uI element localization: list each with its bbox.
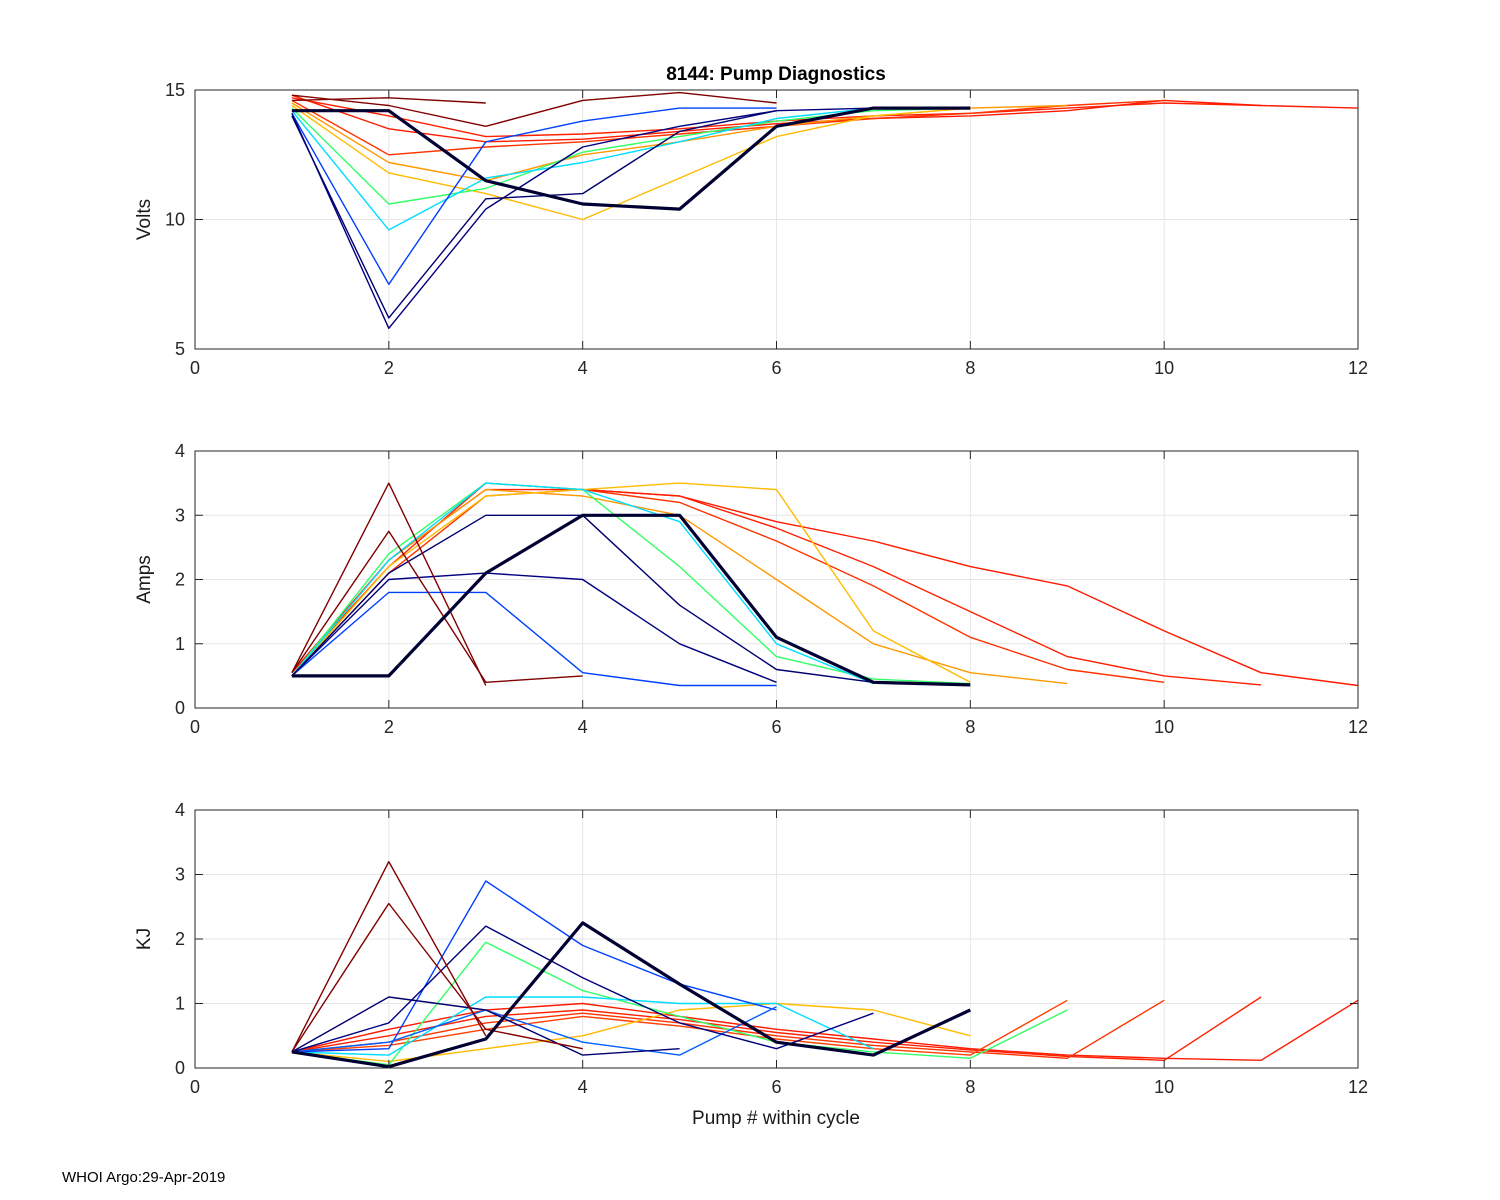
series-line-blue-6 [291, 107, 777, 285]
y-tick-label: 3 [175, 865, 185, 885]
x-tick-label: 0 [190, 358, 200, 378]
y-tick-label: 2 [175, 929, 185, 949]
series-line-highlight [291, 106, 971, 211]
figure-title: 8144: Pump Diagnostics [666, 64, 886, 85]
x-tick-label: 12 [1348, 717, 1368, 737]
series-line-red-9 [291, 999, 1068, 1056]
x-tick-label: 6 [771, 717, 781, 737]
pump-diagnostics-figure: 8144: Pump Diagnostics 0 2 4 6 8 10 1251015Vol… [134, 64, 1368, 1129]
series-line-green-9 [291, 941, 1068, 1066]
x-tick-label: 10 [1154, 717, 1174, 737]
x-tick-label: 10 [1154, 358, 1174, 378]
x-tick-label: 8 [965, 1077, 975, 1097]
y-axis-label: Volts [134, 199, 155, 240]
y-tick-label: 15 [165, 80, 185, 100]
series-line-darkred-3 [291, 860, 487, 1053]
series-line-blue-6 [291, 591, 777, 687]
y-tick-label: 3 [175, 505, 185, 525]
x-axis-label: Pump # within cycle [692, 1108, 860, 1129]
x-tick-label: 2 [384, 717, 394, 737]
x-tick-label: 2 [384, 358, 394, 378]
x-tick-label: 8 [965, 717, 975, 737]
series-line-red-11 [291, 482, 1262, 686]
series-line-navy-4 [291, 110, 777, 319]
series-line-navy-5 [291, 996, 680, 1056]
series-line-red-12 [291, 999, 1359, 1062]
series-line-blue-6 [291, 880, 777, 1053]
y-tick-label: 5 [175, 339, 185, 359]
y-tick-label: 10 [165, 210, 185, 230]
x-tick-label: 4 [578, 717, 588, 737]
y-axis-label: KJ [134, 928, 155, 950]
footer-stamp: WHOI Argo:29-Apr-2019 [62, 1169, 226, 1186]
x-tick-label: 4 [578, 1077, 588, 1097]
y-tick-label: 4 [175, 441, 185, 461]
series-line-darkred-6 [291, 91, 777, 128]
series-line-darkred-4 [291, 530, 583, 683]
x-tick-label: 4 [578, 358, 588, 378]
y-tick-label: 0 [175, 1058, 185, 1078]
series-line-cyan-7 [291, 482, 874, 685]
y-tick-label: 1 [175, 634, 185, 654]
y-tick-label: 0 [175, 698, 185, 718]
volts-panel: 0 2 4 6 8 10 12 5 10 15 Volts [134, 80, 1368, 378]
x-tick-label: 12 [1348, 1077, 1368, 1097]
series-line-navy-7 [291, 925, 874, 1053]
series-line-blue-6b [291, 1006, 777, 1056]
x-tick-label: 10 [1154, 1077, 1174, 1097]
series-line-darkred-4 [291, 902, 583, 1053]
series-line-highlight [291, 921, 971, 1069]
x-tick-label: 6 [771, 1077, 781, 1097]
y-tick-label: 2 [175, 570, 185, 590]
x-tick-label: 8 [965, 358, 975, 378]
x-tick-label: 2 [384, 1077, 394, 1097]
series-line-orange-8 [291, 482, 971, 683]
x-tick-label: 12 [1348, 358, 1368, 378]
series-line-cyan-7 [291, 996, 874, 1056]
x-tick-label: 0 [190, 1077, 200, 1097]
series-line-highlight [291, 513, 971, 687]
series-line-orange-8 [291, 104, 971, 221]
series-line-red-11 [291, 996, 1262, 1062]
series-line-darkred-3 [291, 482, 487, 686]
x-tick-label: 0 [190, 717, 200, 737]
series-line-navy-6 [291, 572, 777, 683]
y-tick-label: 1 [175, 994, 185, 1014]
series-line-cyan-7 [291, 107, 874, 231]
series-line-red-10 [291, 488, 1165, 683]
y-axis-label: Amps [134, 555, 155, 604]
x-tick-label: 6 [771, 358, 781, 378]
series-line-orange-8 [291, 1002, 971, 1063]
y-tick-label: 4 [175, 800, 185, 820]
